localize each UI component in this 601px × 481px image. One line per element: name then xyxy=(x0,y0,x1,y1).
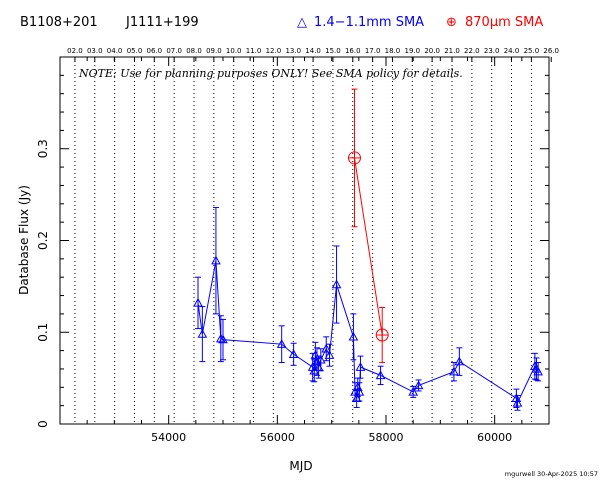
blue-triangle-point xyxy=(193,297,203,307)
blue-triangle-point xyxy=(315,354,326,364)
alt-source-name: J1111+199 xyxy=(125,15,199,30)
blue-triangle-point xyxy=(512,397,523,407)
y-tick-label: 0.2 xyxy=(36,231,50,250)
top-tick-label: 09.0 xyxy=(206,47,222,55)
blue-triangle-point xyxy=(324,350,335,359)
y-tick-label: 0 xyxy=(36,420,50,428)
x-axis: 54000 56000 58000 60000 xyxy=(59,57,550,444)
top-tick-label: 13.0 xyxy=(285,47,301,55)
x-tick-label: 54000 xyxy=(151,431,186,444)
top-tick-label: 26.0 xyxy=(543,47,559,55)
blue-triangle-point xyxy=(288,349,299,358)
top-tick-label: 05.0 xyxy=(127,47,143,55)
top-tick-label: 07.0 xyxy=(166,47,182,55)
year-grid xyxy=(74,57,532,424)
legend-blue-label: 1.4−1.1mm SMA xyxy=(314,15,424,30)
blue-triangle-point xyxy=(211,255,221,265)
y-tick-label: 0.3 xyxy=(36,139,50,158)
data-series xyxy=(193,88,543,411)
top-tick-label: 19.0 xyxy=(405,47,421,55)
legend-red-symbol: ⊕ xyxy=(446,15,457,30)
blue-triangle-point xyxy=(218,334,228,344)
y-tick-label: 0.1 xyxy=(36,323,50,342)
y-axis-label: Database Flux (Jy) xyxy=(17,185,31,295)
top-tick-label: 10.0 xyxy=(226,47,242,55)
top-tick-label: 02.0 xyxy=(67,47,83,55)
legend-blue-symbol: △ xyxy=(297,15,307,30)
top-year-axis: 02.0 03.0 04.0 05.0 06.0 07.0 08.0 09.0 10.0 11.0… xyxy=(67,47,559,62)
blue-triangle-point xyxy=(413,380,424,390)
blue-triangle-point xyxy=(454,356,465,366)
top-tick-label: 03.0 xyxy=(87,47,103,55)
red-connecting-line xyxy=(353,157,383,336)
top-tick-label: 24.0 xyxy=(504,47,520,55)
legend-red-label: 870μm SMA xyxy=(465,15,543,30)
x-tick-label: 58000 xyxy=(369,431,404,444)
planning-note: NOTE: Use for planning purposes ONLY! Se… xyxy=(78,67,463,80)
blue-connecting-line xyxy=(197,260,539,405)
top-tick-label: 21.0 xyxy=(444,47,460,55)
blue-triangle-point xyxy=(197,329,208,338)
blue-triangle-point xyxy=(375,370,386,380)
blue-triangle-point xyxy=(408,386,419,396)
top-tick-label: 17.0 xyxy=(365,47,381,55)
blue-triangle-point xyxy=(321,343,332,353)
top-tick-label: 11.0 xyxy=(246,47,262,55)
top-tick-label: 04.0 xyxy=(107,47,123,55)
blue-triangle-point xyxy=(331,279,342,289)
blue-triangle-point xyxy=(348,331,359,341)
blue-triangle-point xyxy=(354,386,365,396)
plot-frame xyxy=(59,56,550,425)
blue-triangle-point xyxy=(533,366,543,376)
top-tick-label: 23.0 xyxy=(484,47,500,55)
top-tick-label: 22.0 xyxy=(464,47,480,55)
top-tick-label: 18.0 xyxy=(385,47,401,55)
x-tick-label: 56000 xyxy=(260,431,295,444)
top-tick-label: 25.0 xyxy=(524,47,540,55)
top-tick-label: 08.0 xyxy=(186,47,202,55)
top-tick-label: 15.0 xyxy=(325,47,341,55)
x-axis-label: MJD xyxy=(289,459,312,473)
x-tick-label: 60000 xyxy=(477,431,512,444)
blue-triangle-point xyxy=(276,339,287,348)
blue-triangle-point xyxy=(449,366,459,376)
blue-triangle-point xyxy=(355,362,366,371)
source-name: B1108+201 xyxy=(20,15,98,30)
top-tick-label: 14.0 xyxy=(305,47,321,55)
credit-line: mgurwell 30-Apr-2025 10:57 xyxy=(505,470,598,478)
y-axis: 0 0.1 0.2 0.3 xyxy=(36,56,549,428)
top-tick-label: 16.0 xyxy=(345,47,361,55)
top-tick-label: 12.0 xyxy=(266,47,282,55)
top-tick-label: 20.0 xyxy=(424,47,440,55)
top-tick-label: 06.0 xyxy=(147,47,163,55)
